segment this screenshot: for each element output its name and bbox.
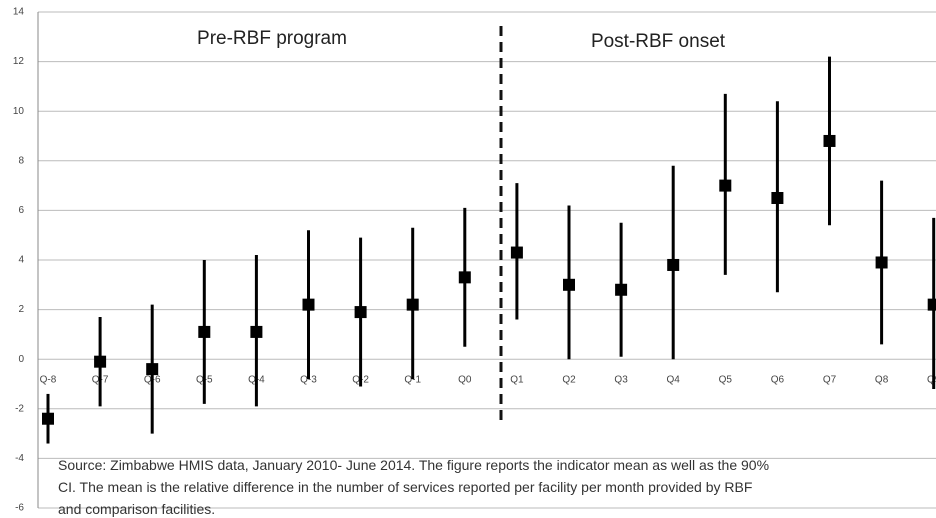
x-tick-label: Q4	[667, 375, 681, 386]
y-tick-label: 2	[18, 304, 24, 315]
note: and comparison facilities.	[58, 501, 215, 517]
y-tick-label: 0	[18, 354, 24, 365]
x-tick-label: Q9	[927, 375, 936, 386]
x-tick-label: Q5	[719, 375, 733, 386]
mean-marker	[354, 306, 367, 319]
mean-marker	[94, 355, 107, 368]
y-tick-label: -4	[15, 453, 24, 464]
mean-marker	[563, 278, 575, 291]
x-tick-label: Q0	[458, 375, 472, 386]
y-tick-label: 8	[18, 155, 24, 166]
x-tick-label: Q-3	[300, 375, 317, 386]
x-tick-label: Q-1	[404, 375, 421, 386]
mean-marker	[250, 325, 263, 338]
mean-marker	[146, 363, 159, 376]
mean-marker	[302, 298, 315, 311]
mean-marker	[719, 179, 732, 192]
x-tick-label: Q7	[823, 375, 837, 386]
mean-marker	[667, 258, 680, 271]
x-tick-label: Q2	[562, 375, 576, 386]
mean-marker	[615, 283, 628, 296]
y-tick-label: -2	[15, 403, 24, 414]
note: Source: Zimbabwe HMIS data, January 2010…	[58, 457, 769, 473]
y-tick-label: 14	[13, 7, 25, 18]
mean-marker	[198, 325, 211, 338]
mean-marker	[875, 256, 888, 269]
annotation: Post-RBF onset	[591, 31, 726, 52]
mean-marker	[406, 298, 419, 311]
y-tick-label: 4	[18, 255, 24, 266]
annotation: Pre-RBF program	[197, 28, 347, 49]
y-tick-label: -6	[15, 503, 24, 514]
y-tick-label: 10	[13, 106, 25, 117]
x-tick-label: Q1	[510, 375, 524, 386]
x-tick-label: Q6	[771, 375, 785, 386]
mean-marker	[510, 246, 523, 259]
x-tick-label: Q-8	[40, 375, 57, 386]
y-tick-label: 6	[18, 205, 24, 216]
y-tick-label: 12	[13, 56, 25, 67]
mean-marker	[42, 412, 54, 425]
mean-marker	[458, 271, 471, 284]
mean-marker	[771, 192, 784, 204]
mean-marker	[927, 298, 936, 311]
note: CI. The mean is the relative difference …	[58, 479, 752, 495]
mean-marker	[823, 134, 836, 147]
x-tick-label: Q3	[614, 375, 628, 386]
x-tick-label: Q8	[875, 375, 889, 386]
